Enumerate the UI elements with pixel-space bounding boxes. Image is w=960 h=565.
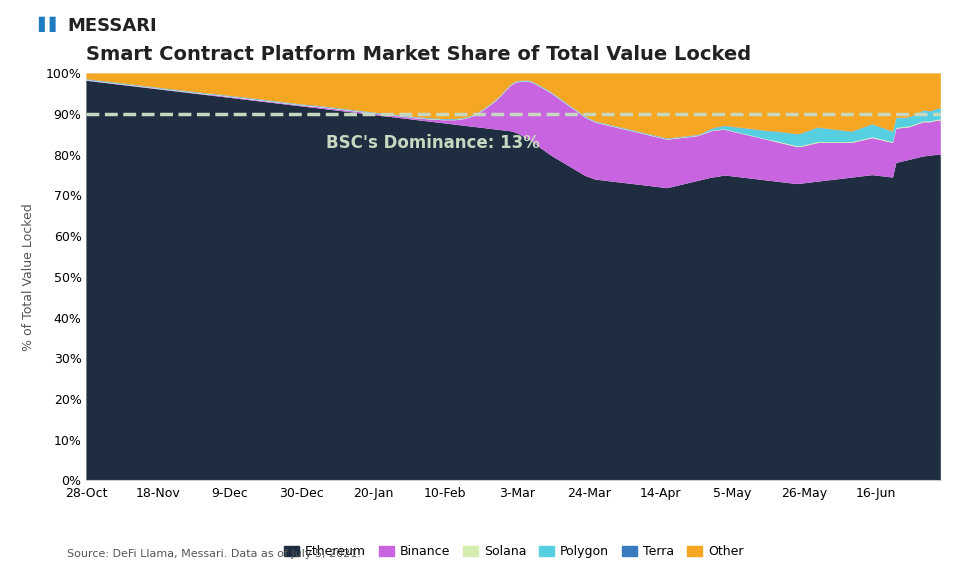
Text: Source: DeFi Llama, Messari. Data as of July 5, 2021.: Source: DeFi Llama, Messari. Data as of …: [67, 549, 361, 559]
Text: MESSARI: MESSARI: [67, 17, 156, 35]
Legend: Ethereum, Binance, Solana, Polygon, Terra, Other: Ethereum, Binance, Solana, Polygon, Terr…: [278, 541, 749, 563]
Y-axis label: % of Total Value Locked: % of Total Value Locked: [21, 203, 35, 351]
Text: BSC's Dominance: 13%: BSC's Dominance: 13%: [325, 134, 540, 153]
Text: Smart Contract Platform Market Share of Total Value Locked: Smart Contract Platform Market Share of …: [86, 45, 752, 63]
Text: ▌▌: ▌▌: [38, 17, 61, 32]
